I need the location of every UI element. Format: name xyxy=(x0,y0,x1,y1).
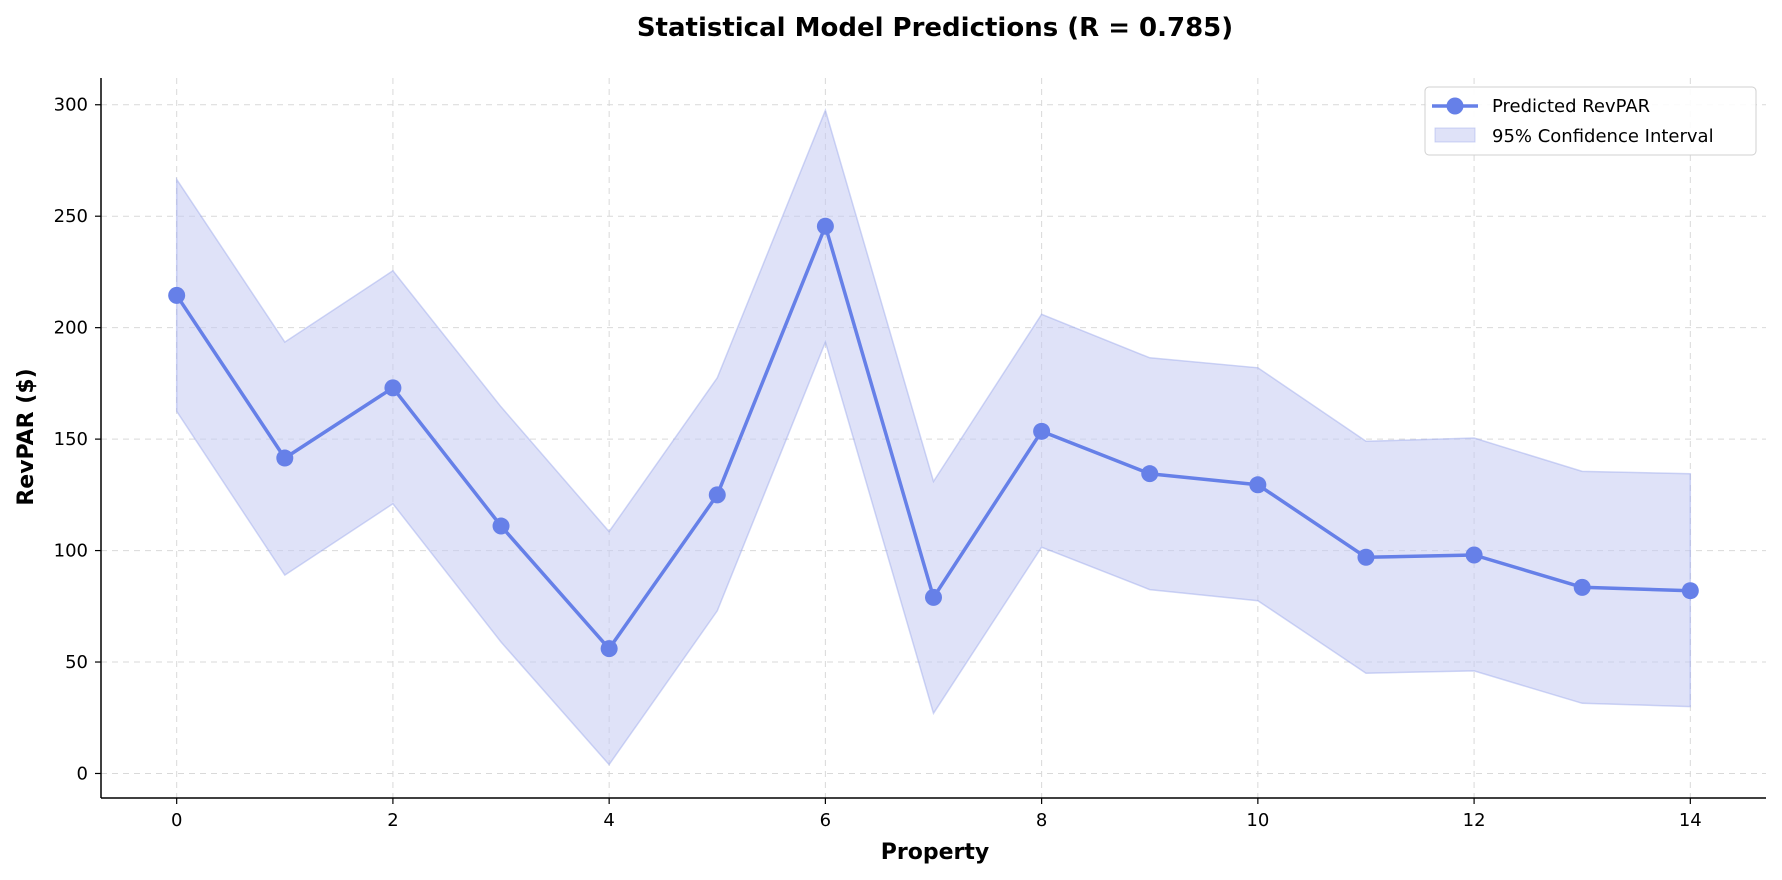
data-point-5 xyxy=(708,486,726,504)
confidence-band-layer xyxy=(175,108,1692,766)
legend-marker-swatch xyxy=(1446,97,1464,115)
chart-title: Statistical Model Predictions (R = 0.785… xyxy=(637,13,1233,43)
legend-band-swatch xyxy=(1434,127,1476,143)
data-point-3 xyxy=(492,517,510,535)
data-point-4 xyxy=(600,640,618,658)
ticks: 0 2 4 6 8 10 12 14 0 50 100 150 200 250 300 xyxy=(54,95,1702,831)
data-point-10 xyxy=(1249,476,1267,494)
legend-label-ci: 95% Confidence Interval xyxy=(1492,126,1714,147)
data-point-9 xyxy=(1141,465,1159,483)
x-tick-label-10: 10 xyxy=(1246,810,1269,831)
x-axis-title: Property xyxy=(881,840,989,865)
y-tick-label-100: 100 xyxy=(54,541,88,562)
y-tick-label-0: 0 xyxy=(77,763,88,784)
y-tick-label-200: 200 xyxy=(54,318,88,339)
data-point-7 xyxy=(925,588,942,606)
legend-label-predicted: Predicted RevPAR xyxy=(1492,96,1650,117)
axes xyxy=(100,78,1766,799)
x-tick-label-4: 4 xyxy=(603,810,614,831)
data-point-14 xyxy=(1681,582,1699,600)
legend: Predicted RevPAR 95% Confidence Interval xyxy=(1424,86,1757,156)
y-tick-label-150: 150 xyxy=(54,429,88,450)
data-point-12 xyxy=(1465,546,1483,564)
confidence-band xyxy=(175,108,1692,766)
data-point-1 xyxy=(276,449,294,467)
y-tick-label-50: 50 xyxy=(65,652,88,673)
data-point-0 xyxy=(168,286,186,304)
y-axis-title: RevPAR ($) xyxy=(14,368,39,505)
legend-box xyxy=(1424,86,1757,156)
data-point-8 xyxy=(1033,422,1051,440)
data-point-11 xyxy=(1357,548,1375,566)
x-tick-label-0: 0 xyxy=(171,810,182,831)
data-point-13 xyxy=(1573,578,1591,596)
y-tick-label-300: 300 xyxy=(54,95,88,116)
y-tick-label-250: 250 xyxy=(54,206,88,227)
prediction-line-layer xyxy=(168,217,1699,658)
data-point-6 xyxy=(816,217,834,235)
data-point-2 xyxy=(384,379,402,397)
x-tick-label-6: 6 xyxy=(820,810,831,831)
x-tick-label-12: 12 xyxy=(1463,810,1486,831)
x-tick-label-2: 2 xyxy=(387,810,398,831)
x-tick-label-14: 14 xyxy=(1679,810,1702,831)
x-tick-label-8: 8 xyxy=(1036,810,1047,831)
